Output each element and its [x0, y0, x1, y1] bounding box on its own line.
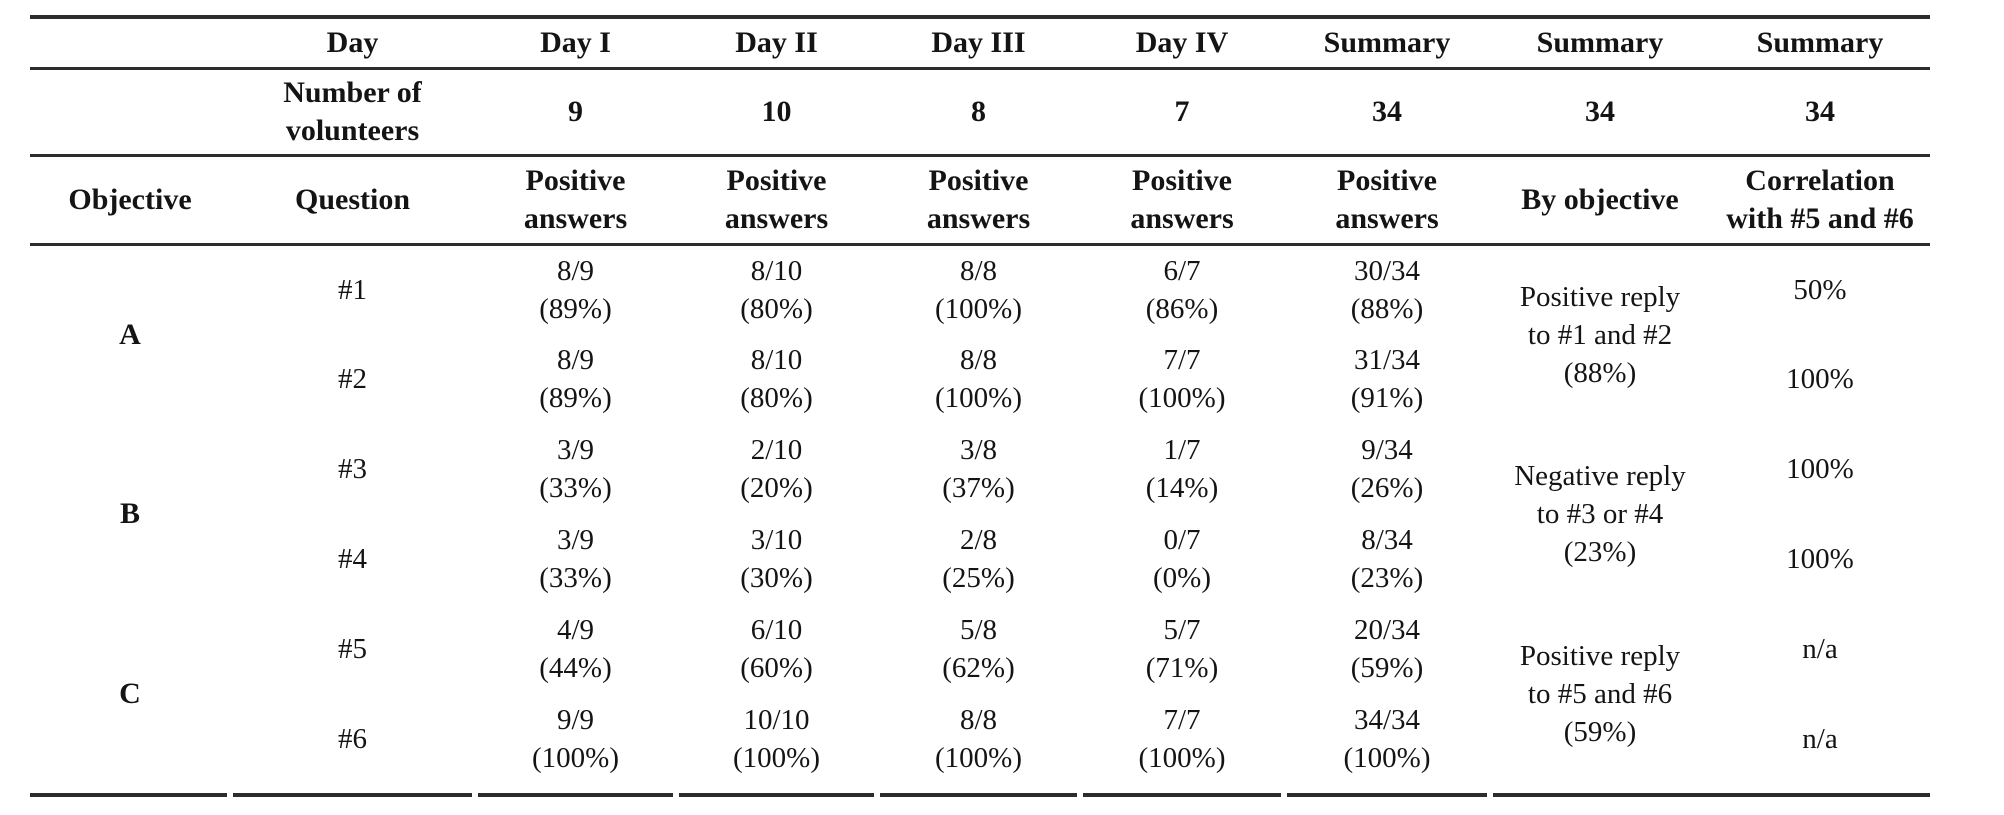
volunteers-empty-cell	[30, 68, 230, 157]
question-cell-q3: #3	[338, 453, 367, 485]
col-header-summary-3: Summary	[1710, 17, 1930, 70]
result-cell-q1-day-iii: 8/8 (100%)	[935, 254, 1022, 325]
result-cell-q5-day-ii: 6/10 (60%)	[740, 614, 813, 684]
table-row-q3: B #3 3/9 (33%) 2/10 (20%) 3/8 (37%) 1/7 …	[30, 424, 1930, 568]
table-row-q4: #4 3/9 (33%) 3/10 (30%) 2/8 (25%) 0/7 (0…	[30, 514, 1930, 604]
col-header-day-i: Day I	[475, 17, 676, 70]
table-row-q1: A #1 8/9 (89%) 8/10 (80%) 8/8 (100%) 6/7…	[30, 244, 1930, 389]
table-row-day-headers: Day Day I Day II Day III Day IV Summary …	[30, 17, 1930, 70]
result-cell-q1-day-i: 8/9 (89%)	[539, 254, 612, 325]
volunteers-count-day-iv: 7	[1080, 68, 1284, 157]
result-cell-q2-day-ii: 8/10 (80%)	[740, 344, 813, 414]
result-cell-q1-day-iv: 6/7 (86%)	[1145, 254, 1219, 325]
col-header-day-ii: Day II	[676, 17, 877, 70]
positive-answers-header-day-i: Positive answers	[475, 155, 676, 246]
result-cell-q1-day-ii: 8/10 (80%)	[740, 254, 813, 325]
table-bottom-rule	[30, 793, 1930, 797]
result-cell-q2-day-i: 8/9 (89%)	[539, 344, 612, 414]
positive-answers-header-day-iv: Positive answers	[1080, 155, 1284, 246]
question-header: Question	[230, 155, 475, 246]
positive-answers-header-day-iii: Positive answers	[877, 155, 1080, 246]
result-cell-q3-day-i: 3/9 (33%)	[539, 434, 612, 504]
correlation-cell-q6: n/a	[1802, 723, 1838, 755]
result-cell-q6-day-ii: 10/10 (100%)	[733, 704, 820, 774]
summary-cell-q4: 8/34 (23%)	[1350, 524, 1424, 594]
by-objective-header: By objective	[1490, 155, 1710, 246]
result-cell-q5-day-iii: 5/8 (62%)	[942, 614, 1015, 684]
volunteers-count-day-ii: 10	[676, 68, 877, 157]
correlation-header: Correlation with #5 and #6	[1710, 155, 1930, 246]
bottom-rule-segment	[1287, 793, 1487, 797]
bottom-rule-segment	[478, 793, 673, 797]
result-cell-q5-day-i: 4/9 (44%)	[539, 614, 612, 684]
result-cell-q6-day-iii: 8/8 (100%)	[935, 704, 1022, 774]
bottom-rule-segment	[679, 793, 874, 797]
col-header-day-iii: Day III	[877, 17, 1080, 70]
summary-cell-q5: 20/34 (59%)	[1350, 614, 1424, 684]
correlation-cell-q5: n/a	[1802, 633, 1838, 665]
by-objective-cell-a: Positive reply to #1 and #2 (88%)	[1519, 280, 1681, 389]
result-cell-q4-day-ii: 3/10 (30%)	[740, 524, 813, 594]
objective-group-c: C	[119, 677, 141, 710]
volunteers-count-summary-3: 34	[1710, 68, 1930, 157]
volunteers-count-summary-2: 34	[1490, 68, 1710, 157]
positive-answers-header-summary: Positive answers	[1284, 155, 1490, 246]
result-cell-q6-day-i: 9/9 (100%)	[532, 704, 619, 774]
result-cell-q3-day-ii: 2/10 (20%)	[740, 434, 813, 504]
table-row-volunteers: Number of volunteers 9 10 8 7 34 34 34	[30, 68, 1930, 157]
volunteers-label: Number of volunteers	[230, 68, 475, 157]
summary-cell-q3: 9/34 (26%)	[1350, 434, 1424, 504]
objective-group-b: B	[119, 497, 140, 530]
volunteers-count-summary-1: 34	[1284, 68, 1490, 157]
result-cell-q4-day-iii: 2/8 (25%)	[942, 524, 1015, 594]
bottom-rule-segment	[30, 793, 227, 797]
table-row-q5: C #5 4/9 (44%) 6/10 (60%) 5/8 (62%) 5/7 …	[30, 604, 1930, 748]
question-cell-q2: #2	[338, 363, 367, 395]
col-header-day: Day	[230, 17, 475, 70]
result-cell-q2-day-iv: 7/7 (100%)	[1138, 344, 1226, 414]
question-cell-q5: #5	[338, 633, 367, 665]
correlation-cell-q3: 100%	[1786, 453, 1854, 485]
result-cell-q6-day-iv: 7/7 (100%)	[1138, 704, 1226, 774]
objective-header: Objective	[30, 155, 230, 246]
volunteers-count-day-i: 9	[475, 68, 676, 157]
bottom-rule-segment	[1083, 793, 1281, 797]
result-cell-q3-day-iii: 3/8 (37%)	[942, 434, 1015, 504]
result-cell-q4-day-iv: 0/7 (0%)	[1153, 524, 1211, 594]
correlation-cell-q4: 100%	[1786, 543, 1854, 575]
result-cell-q2-day-iii: 8/8 (100%)	[935, 344, 1022, 414]
result-cell-q3-day-iv: 1/7 (14%)	[1145, 434, 1219, 504]
col-header-day-iv: Day IV	[1080, 17, 1284, 70]
correlation-cell-q2: 100%	[1786, 363, 1854, 395]
result-cell-q4-day-i: 3/9 (33%)	[539, 524, 612, 594]
col-header-empty	[30, 17, 230, 70]
by-objective-cell-c: Positive reply to #5 and #6 (59%)	[1519, 640, 1681, 748]
bottom-rule-segment	[880, 793, 1077, 797]
summary-cell-q1: 30/34 (88%)	[1350, 254, 1424, 325]
summary-cell-q6: 34/34 (100%)	[1343, 704, 1431, 774]
objective-group-a: A	[119, 317, 141, 351]
result-cell-q5-day-iv: 5/7 (71%)	[1145, 614, 1219, 684]
table-row-column-headers: Objective Question Positive answers Posi…	[30, 155, 1930, 246]
table-row-q2: #2 8/9 (89%) 8/10 (80%) 8/8 (100%) 7/7 (…	[30, 334, 1930, 424]
question-cell-q6: #6	[338, 723, 367, 755]
results-table: Day Day I Day II Day III Day IV Summary …	[30, 15, 1930, 784]
positive-answers-header-day-ii: Positive answers	[676, 155, 877, 246]
bottom-rule-segment	[233, 793, 472, 797]
by-objective-cell-b: Negative reply to #3 or #4 (23%)	[1514, 460, 1686, 568]
summary-cell-q2: 31/34 (91%)	[1350, 344, 1424, 414]
question-cell-q4: #4	[338, 543, 367, 575]
col-header-summary-2: Summary	[1490, 17, 1710, 70]
question-cell-q1: #1	[338, 273, 367, 306]
col-header-summary-1: Summary	[1284, 17, 1490, 70]
table-row-q6: #6 9/9 (100%) 10/10 (100%) 8/8 (100%) 7/…	[30, 694, 1930, 784]
volunteers-count-day-iii: 8	[877, 68, 1080, 157]
correlation-cell-q1: 50%	[1793, 273, 1847, 306]
bottom-rule-segment	[1493, 793, 1930, 797]
